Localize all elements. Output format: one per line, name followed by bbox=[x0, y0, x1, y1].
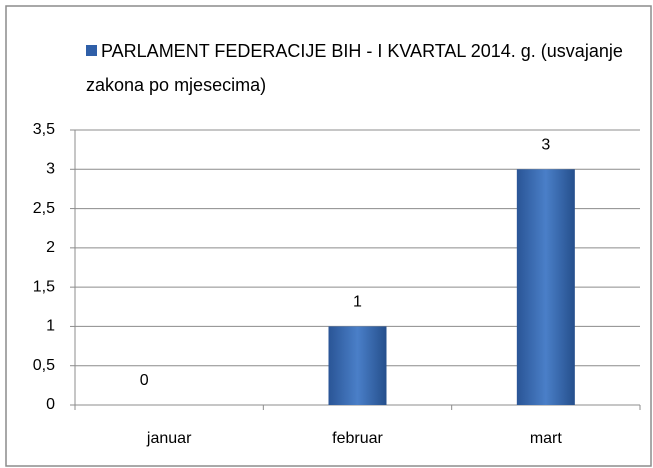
data-label: 1 bbox=[353, 294, 362, 311]
y-tick-label: 3,5 bbox=[33, 121, 55, 138]
data-label: 0 bbox=[140, 372, 149, 389]
y-tick-label: 2,5 bbox=[33, 200, 55, 217]
data-label: 3 bbox=[541, 137, 550, 154]
y-tick-label: 1,5 bbox=[33, 278, 55, 295]
x-tick-label: februar bbox=[332, 430, 383, 447]
x-tick-label: mart bbox=[530, 430, 563, 447]
bar bbox=[328, 326, 387, 405]
legend: PARLAMENT FEDERACIJE BIH - I KVARTAL 201… bbox=[86, 34, 646, 102]
y-tick-label: 0,5 bbox=[33, 357, 55, 374]
x-tick-label: januar bbox=[146, 430, 192, 447]
y-tick-label: 0 bbox=[46, 396, 55, 413]
legend-swatch bbox=[86, 45, 97, 56]
y-tick-label: 2 bbox=[46, 239, 55, 256]
y-tick-label: 1 bbox=[46, 318, 55, 335]
y-tick-label: 3 bbox=[46, 161, 55, 178]
legend-label: PARLAMENT FEDERACIJE BIH - I KVARTAL 201… bbox=[86, 41, 623, 95]
bar bbox=[516, 169, 575, 405]
